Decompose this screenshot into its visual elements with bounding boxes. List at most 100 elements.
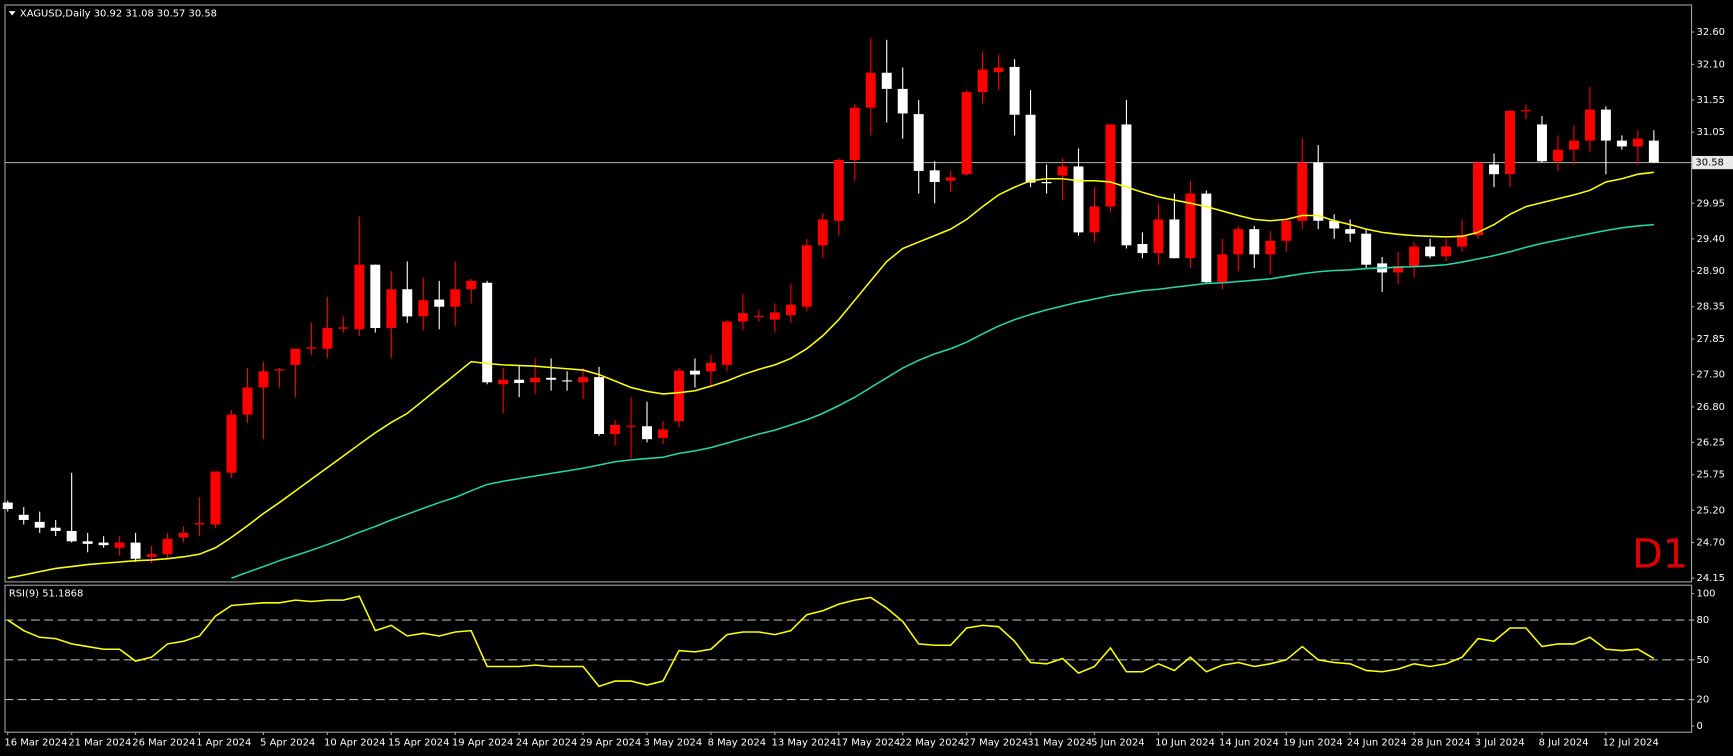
chart-title: XAGUSD,Daily 30.92 31.08 30.57 30.58 [20,8,217,19]
x-tick-label: 3 May 2024 [644,738,702,749]
x-tick-label: 3 Jul 2024 [1475,738,1525,749]
last-price-box [1692,155,1733,170]
candle-body [402,289,413,317]
y-tick-label: 32.10 [1697,59,1725,70]
candle-body [1057,166,1068,176]
candle-body [849,107,860,160]
candle-body [801,245,812,307]
candle-body [498,379,509,385]
candle-body [338,327,349,329]
candle-body [482,282,493,383]
y-tick-label: 28.90 [1697,266,1725,277]
candle-body [2,502,13,509]
candle-body [546,377,557,380]
candle-body [1025,114,1036,183]
candle-body [1600,109,1611,141]
x-tick-label: 1 Apr 2024 [196,738,251,749]
candle-body [721,321,732,365]
candle-body [1233,229,1244,255]
y-tick-label: 32.60 [1697,27,1725,38]
x-tick-label: 29 Apr 2024 [580,738,641,749]
x-tick-label: 31 May 2024 [1027,738,1092,749]
rsi-line [7,595,1655,688]
moving-average-line [7,171,1654,579]
candle-body [1393,265,1404,273]
candle-body [897,88,908,114]
candle-body [1089,206,1100,233]
x-tick-label: 24 Jun 2024 [1347,738,1407,749]
candle-body [737,313,748,322]
candle-body [1521,110,1531,112]
y-tick-label: 27.85 [1697,334,1725,345]
y-tick-label: 29.40 [1697,234,1725,245]
x-tick-label: 27 May 2024 [963,738,1028,749]
candle-body [817,219,828,246]
candle-body [1616,140,1627,147]
candle-body [1505,110,1515,175]
candle-body [82,541,93,544]
candle-body [769,312,780,320]
y-tick-label: 100 [1697,589,1716,600]
candle-body [913,114,924,171]
candle-body [1632,138,1643,147]
x-tick-label: 14 Jun 2024 [1219,738,1279,749]
candle-body [1584,109,1595,141]
candle-body [1185,193,1196,259]
candle-body [1265,240,1276,255]
candle-body [1313,162,1324,221]
x-tick-label: 15 Apr 2024 [388,738,449,749]
y-tick-label: 25.20 [1697,505,1725,516]
candle-body [258,371,269,388]
moving-average-line [231,223,1654,579]
candle-body [945,177,956,181]
candle-body [418,300,429,317]
candle-body [434,299,445,307]
candle-body [386,289,397,329]
candle-body [1489,164,1500,175]
candle-body [34,521,45,528]
candle-body [466,280,477,290]
candle-body [1648,140,1659,163]
candle-body [993,67,1004,73]
candle-body [1425,246,1436,257]
candle-body [242,387,253,415]
candle-body [178,532,189,538]
x-tick-label: 8 May 2024 [708,738,766,749]
x-tick-label: 22 May 2024 [899,738,964,749]
candle-body [1457,234,1468,247]
candle-body [1009,66,1020,115]
x-tick-label: 10 Apr 2024 [324,738,385,749]
candle-body [1552,149,1563,162]
candle-body [753,315,764,317]
candle-body [1361,233,1372,265]
candle-body [18,514,29,520]
candle-body [833,159,844,221]
y-tick-label: 26.25 [1697,437,1725,448]
candle-body [865,72,876,108]
y-tick-label: 28.35 [1697,302,1725,313]
x-tick-label: 21 Mar 2024 [68,738,131,749]
y-tick-label: 0 [1697,721,1703,732]
last-price-label: 30.58 [1695,158,1723,169]
candle-body [1329,220,1340,229]
x-tick-label: 19 Apr 2024 [452,738,513,749]
candle-body [658,429,668,438]
y-tick-label: 24.70 [1697,538,1725,549]
x-tick-label: 19 Jun 2024 [1283,738,1343,749]
y-tick-label: 80 [1697,615,1710,626]
candle-body [977,69,988,93]
candle-body [514,379,525,383]
x-tick-label: 10 Jun 2024 [1155,738,1215,749]
x-tick-label: 28 Jun 2024 [1411,738,1471,749]
candle-body [1249,229,1260,255]
candle-body [290,348,301,365]
candle-body [626,425,636,427]
candle-body [322,328,333,349]
candle-body [1153,219,1164,254]
candle-body [1105,124,1116,207]
y-tick-label: 25.75 [1697,470,1725,481]
y-tick-label: 31.05 [1697,127,1725,138]
candle-body [50,527,61,531]
title-marker [8,11,16,16]
